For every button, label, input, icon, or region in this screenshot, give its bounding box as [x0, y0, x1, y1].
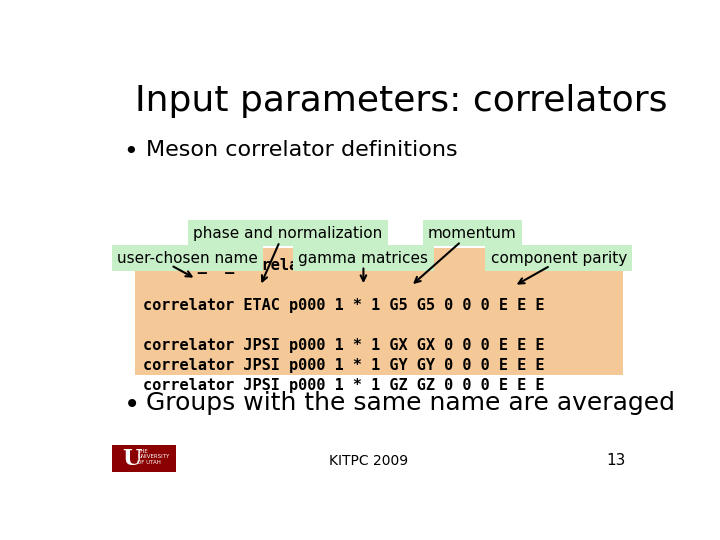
Text: correlator JPSI p000 1 * 1 GX GX 0 0 0 E E E: correlator JPSI p000 1 * 1 GX GX 0 0 0 E… [143, 338, 544, 353]
Text: phase and normalization: phase and normalization [194, 226, 383, 241]
Text: KITPC 2009: KITPC 2009 [330, 454, 408, 468]
Text: THE
UNIVERSITY
OF UTAH: THE UNIVERSITY OF UTAH [138, 449, 170, 465]
Text: U: U [122, 448, 142, 470]
Text: Input parameters: correlators: Input parameters: correlators [135, 84, 667, 118]
Text: •: • [124, 391, 140, 419]
Text: user-chosen name: user-chosen name [117, 251, 258, 266]
FancyBboxPatch shape [112, 446, 176, 472]
Text: correlator JPSI p000 1 * 1 GZ GZ 0 0 0 E E E: correlator JPSI p000 1 * 1 GZ GZ 0 0 0 E… [143, 378, 544, 393]
Text: gamma matrices: gamma matrices [298, 251, 428, 266]
Text: correlator JPSI p000 1 * 1 GY GY 0 0 0 E E E: correlator JPSI p000 1 * 1 GY GY 0 0 0 E… [143, 358, 544, 373]
FancyBboxPatch shape [135, 248, 623, 375]
Text: component parity: component parity [490, 251, 627, 266]
Text: momentum: momentum [428, 226, 517, 241]
Text: •: • [124, 140, 138, 164]
Text: Groups with the same name are averaged: Groups with the same name are averaged [145, 391, 675, 415]
Text: correlator ETAC p000 1 * 1 G5 G5 0 0 0 E E E: correlator ETAC p000 1 * 1 G5 G5 0 0 0 E… [143, 298, 544, 313]
Text: 13: 13 [606, 453, 626, 468]
Text: Meson correlator definitions: Meson correlator definitions [145, 140, 457, 160]
Text: number_of_correlators 4: number_of_correlators 4 [143, 258, 353, 274]
